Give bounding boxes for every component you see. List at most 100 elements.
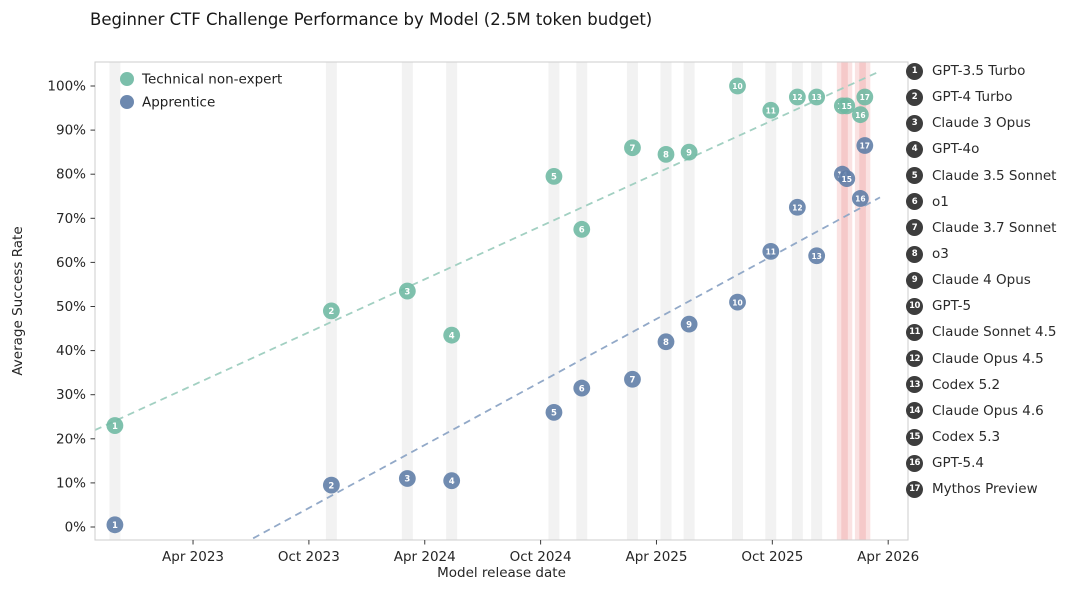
- point-marker: [573, 220, 591, 238]
- model-legend-item: 10 GPT-5: [906, 293, 1056, 319]
- model-number-badge: 5: [906, 167, 923, 185]
- x-tick-label: Apr 2025: [625, 549, 687, 565]
- model-legend-item: 3 Claude 3 Opus: [906, 110, 1056, 136]
- trend-line-non_expert: [95, 70, 881, 431]
- release-band: [548, 62, 560, 540]
- point-apprentice-5: 5: [545, 403, 563, 421]
- point-number-label: 15: [842, 175, 852, 184]
- model-name: Claude Opus 4.6: [932, 402, 1044, 419]
- model-number-badge: 3: [906, 114, 923, 132]
- point-marker: [322, 476, 340, 494]
- model-legend-item: 11 Claude Sonnet 4.5: [906, 319, 1056, 345]
- point-non_expert-7: 7: [624, 139, 641, 157]
- model-legend-item: 9 Claude 4 Opus: [906, 267, 1056, 293]
- point-non_expert-1: 1: [106, 417, 124, 434]
- legend-label-non_expert: Technical non-expert: [141, 72, 282, 88]
- trend-line-apprentice: [248, 196, 881, 540]
- model-number-badge: 12: [906, 350, 923, 368]
- y-tick-label: 50%: [56, 299, 86, 315]
- trend-lines: [95, 70, 881, 540]
- model-name: o1: [932, 193, 949, 210]
- point-non_expert-4: 4: [443, 326, 461, 344]
- point-apprentice-7: 7: [624, 370, 641, 388]
- point-non_expert-8: 8: [657, 145, 675, 163]
- point-apprentice-3: 3: [398, 470, 416, 487]
- point-non_expert-3: 3: [398, 282, 416, 300]
- point-apprentice-13: 13: [808, 247, 826, 265]
- point-marker: [443, 326, 461, 344]
- legend-marker-apprentice: [120, 95, 134, 109]
- point-number-label: 16: [855, 195, 865, 204]
- point-number-label: 13: [811, 252, 821, 261]
- point-marker: [856, 137, 874, 154]
- y-tick-label: 10%: [56, 475, 86, 491]
- model-name: Claude 3.5 Sonnet: [932, 167, 1057, 184]
- point-marker: [657, 333, 675, 351]
- point-number-label: 17: [860, 93, 870, 102]
- model-name: Claude Sonnet 4.5: [932, 324, 1057, 341]
- model-number-badge: 17: [906, 480, 923, 498]
- recent-release-band: [854, 62, 866, 540]
- point-number-label: 11: [766, 248, 776, 257]
- point-marker: [443, 472, 461, 490]
- model-name: o3: [932, 246, 949, 263]
- point-number-label: 11: [766, 106, 776, 115]
- model-name: Claude 3 Opus: [932, 115, 1031, 132]
- release-band: [765, 62, 777, 540]
- point-apprentice-16: 16: [851, 190, 869, 207]
- model-name: Claude 4 Opus: [932, 272, 1031, 289]
- x-tick-label: Oct 2025: [741, 549, 803, 565]
- model-name: GPT-4 Turbo: [932, 89, 1013, 106]
- point-marker: [851, 106, 869, 124]
- point-marker: [838, 97, 856, 115]
- point-number-label: 13: [811, 93, 821, 102]
- point-number-label: 7: [629, 375, 635, 385]
- point-apprentice-1: 1: [106, 516, 124, 534]
- point-number-label: 16: [855, 111, 865, 120]
- release-band: [576, 62, 588, 540]
- point-marker: [398, 282, 416, 300]
- recent-release-band: [841, 62, 853, 540]
- x-tick-label: Oct 2023: [278, 549, 340, 565]
- point-number-label: 1: [112, 521, 118, 531]
- point-number-label: 5: [551, 409, 557, 419]
- release-band: [401, 62, 413, 540]
- point-number-label: 3: [404, 475, 410, 485]
- point-marker: [851, 190, 869, 207]
- point-non_expert-6: 6: [573, 220, 591, 238]
- release-band: [446, 62, 458, 540]
- point-marker: [545, 403, 563, 421]
- model-name: GPT-3.5 Turbo: [932, 63, 1026, 80]
- model-number-badge: 10: [906, 297, 923, 315]
- point-non_expert-15: 15: [838, 97, 856, 115]
- release-band: [325, 62, 337, 540]
- point-non_expert-11: 11: [762, 101, 780, 119]
- point-apprentice-12: 12: [788, 198, 806, 216]
- point-marker: [545, 168, 563, 185]
- x-tick-label: Apr 2024: [394, 549, 456, 565]
- release-band: [109, 62, 121, 540]
- model-legend-item: 15 Codex 5.3: [906, 424, 1056, 450]
- model-number-badge: 2: [906, 88, 923, 106]
- point-apprentice-8: 8: [657, 333, 675, 351]
- release-band: [660, 62, 672, 540]
- point-number-label: 17: [860, 142, 870, 151]
- point-apprentice-15: 15: [838, 170, 856, 188]
- x-tick-label: Apr 2026: [857, 549, 919, 565]
- point-apprentice-10: 10: [729, 293, 746, 311]
- point-marker: [573, 379, 591, 397]
- point-number-label: 7: [629, 144, 635, 154]
- model-number-badge: 1: [906, 62, 923, 80]
- y-tick-label: 100%: [47, 79, 86, 95]
- model-legend-item: 16 GPT-5.4: [906, 450, 1056, 476]
- point-number-label: 3: [404, 287, 410, 297]
- model-number-badge: 11: [906, 323, 923, 341]
- model-name: Codex 5.2: [932, 376, 1001, 393]
- point-number-label: 5: [551, 173, 557, 183]
- x-axis-title: Model release date: [437, 565, 566, 581]
- point-number-label: 9: [686, 320, 692, 330]
- model-name: Claude 3.7 Sonnet: [932, 219, 1057, 236]
- y-tick-label: 80%: [56, 167, 86, 183]
- model-number-badge: 16: [906, 454, 923, 472]
- model-legend-item: 1 GPT-3.5 Turbo: [906, 58, 1056, 84]
